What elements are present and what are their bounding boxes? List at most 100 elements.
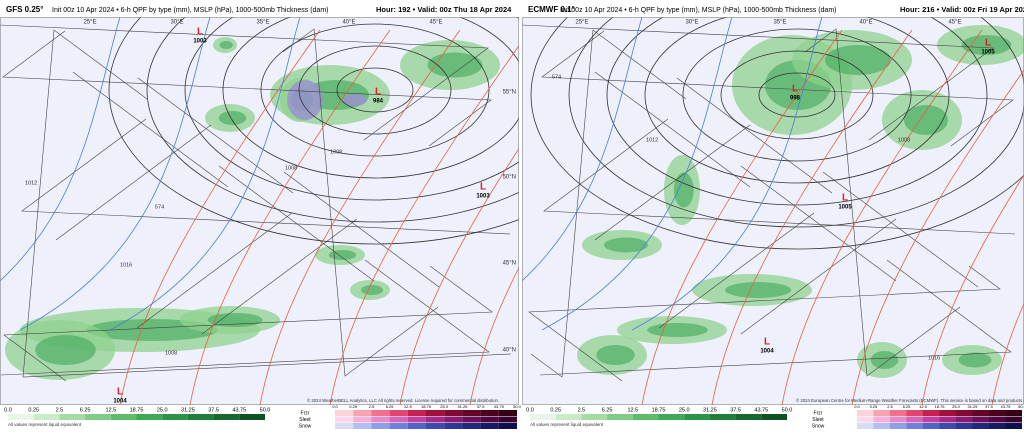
border <box>740 165 897 282</box>
isobar <box>336 67 414 113</box>
thickness-line <box>522 17 643 282</box>
low-pressure: 998 <box>790 96 801 102</box>
border <box>804 28 961 377</box>
colorbar-tick: 0.25 <box>550 407 561 413</box>
mix-segment <box>939 423 956 429</box>
contour-label: 1008 <box>165 350 177 356</box>
isobar <box>682 28 912 162</box>
lon-label: 30°E <box>170 20 183 26</box>
snow-area <box>343 94 367 106</box>
thickness-line <box>851 69 1024 405</box>
colorbar-tick: 12.5 <box>105 407 116 413</box>
mix-segment <box>972 410 989 416</box>
init-info: Init 00z 10 Apr 2024 • 6-h QPF by type (… <box>52 7 328 14</box>
header <box>522 0 1024 17</box>
precip-type: Snow <box>812 423 825 429</box>
mix-segment <box>389 416 408 423</box>
mix-segment <box>335 416 354 423</box>
thickness-line <box>921 174 1024 405</box>
lon-label: 40°E <box>859 20 872 26</box>
colorbar-segment <box>607 414 633 420</box>
mix-segment <box>335 410 354 416</box>
contour-label: 1012 <box>25 180 37 186</box>
border <box>543 118 1016 235</box>
mix-segment <box>480 423 499 429</box>
colorbar-tick: 25.0 <box>157 407 168 413</box>
border <box>22 29 512 378</box>
mix-segment <box>906 410 923 416</box>
colorbar-tick: 50.0 <box>260 407 271 413</box>
mix-tick: 0.0 <box>332 404 338 409</box>
mix-segment <box>906 423 923 429</box>
precip-type: Sleet <box>812 417 824 423</box>
mix-segment <box>906 416 923 423</box>
contour-label: 1016 <box>928 355 940 361</box>
border <box>528 265 1001 382</box>
low-symbol: L <box>842 193 848 204</box>
isobar <box>530 17 1024 250</box>
colorbar-tick: 25.0 <box>679 407 690 413</box>
contour-label: 1008 <box>330 149 342 155</box>
contour-label: 574 <box>552 74 561 80</box>
precip-core <box>427 52 483 78</box>
colorbar-tick: 2.5 <box>56 407 64 413</box>
colorbar-tick: 31.25 <box>703 407 717 413</box>
thickness-line <box>189 29 391 405</box>
model-name: GFS 0.25° <box>6 5 43 14</box>
mix-tick: 31.25 <box>967 404 978 409</box>
mix-segment <box>923 423 940 429</box>
low-pressure: 1003 <box>193 39 207 45</box>
colorbar-segment <box>555 414 582 420</box>
colorbar-tick: 2.5 <box>578 407 586 413</box>
mix-tick: 37.5 <box>477 404 486 409</box>
colorbar-segment <box>162 414 188 420</box>
low-symbol: L <box>764 337 770 348</box>
map <box>0 17 519 405</box>
thickness-line <box>541 17 733 331</box>
lat-label: 40°N <box>503 348 516 354</box>
border <box>201 218 358 335</box>
thickness-line <box>991 302 1024 405</box>
lon-label: 45°E <box>948 20 961 26</box>
thickness-line <box>19 17 211 331</box>
mix-segment <box>873 423 890 429</box>
lon-label: 25°E <box>575 20 588 26</box>
mix-segment <box>873 416 890 423</box>
mix-segment <box>498 410 517 416</box>
mix-segment <box>480 410 499 416</box>
border <box>740 218 897 335</box>
snow-area <box>287 80 323 120</box>
isobar <box>222 17 519 179</box>
mix-segment <box>444 416 463 423</box>
mix-segment <box>972 416 989 423</box>
colorbar-segment <box>684 414 710 420</box>
mix-segment <box>857 423 874 429</box>
mix-segment <box>426 423 445 429</box>
precip-type: Frzr <box>301 410 310 416</box>
mix-segment <box>462 423 481 429</box>
mix-segment <box>444 423 463 429</box>
mix-segment <box>1005 423 1022 429</box>
colorbar-tick: 18.75 <box>652 407 666 413</box>
mix-segment <box>890 416 907 423</box>
lon-label: 35°E <box>773 20 786 26</box>
mix-segment <box>857 416 874 423</box>
mix-tick: 50.0 <box>1018 404 1024 409</box>
colorbar-segment <box>530 414 556 420</box>
colorbar-segment <box>187 414 214 420</box>
copyright: © 2024 WeatherBELL Analytics, LLC All ri… <box>307 398 499 403</box>
low-symbol: L <box>375 87 381 98</box>
mix-segment <box>989 410 1006 416</box>
colorbar-segment <box>239 414 265 420</box>
precip-core <box>825 45 891 75</box>
thickness-line <box>641 29 843 405</box>
thickness-line <box>109 17 301 331</box>
border <box>218 165 375 282</box>
border <box>2 30 492 147</box>
contour-label: 1016 <box>120 262 132 268</box>
low-symbol: L <box>480 182 486 193</box>
colorbar-tick: 0.25 <box>28 407 39 413</box>
border <box>0 259 490 376</box>
mix-tick: 0.25 <box>349 404 358 409</box>
border <box>522 24 994 141</box>
